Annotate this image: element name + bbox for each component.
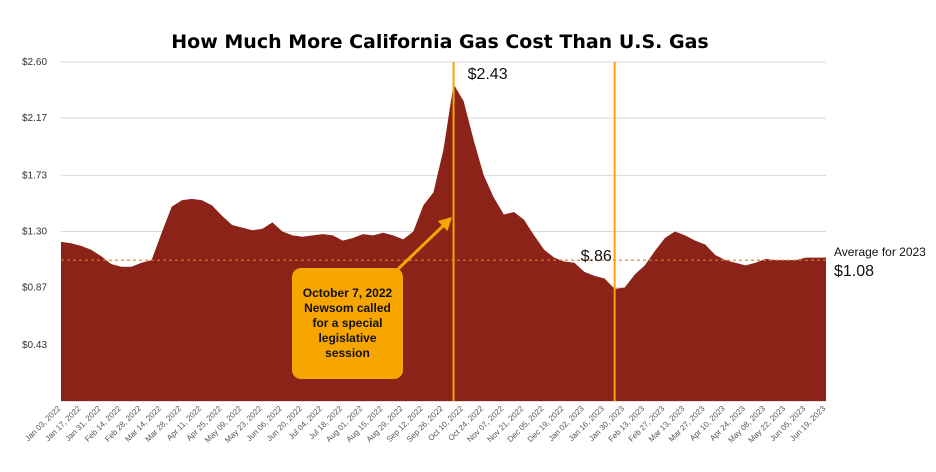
y-tick-label: $2.60 [22, 57, 47, 68]
y-tick-label: $2.17 [22, 113, 47, 124]
peak-label: $2.43 [468, 66, 508, 83]
callout-arrow [393, 221, 448, 274]
y-tick-label: $1.73 [22, 170, 47, 181]
callout-box: October 7, 2022 Newsom called for a spec… [292, 268, 403, 379]
trough-label: $.86 [581, 248, 612, 265]
callout-text: October 7, 2022 Newsom called for a spec… [302, 286, 393, 360]
chart-title: How Much More California Gas Cost Than U… [171, 31, 709, 53]
average-caption: Average for 2023 [834, 245, 926, 259]
y-axis-ticks: $2.60 $2.17 $1.73 $1.30 $0.87 $0.43 [22, 57, 47, 351]
reference-lines [61, 62, 826, 401]
y-tick-label: $0.43 [22, 340, 47, 351]
y-tick-label: $0.87 [22, 283, 47, 294]
series-area [61, 84, 826, 402]
y-tick-label: $1.30 [22, 227, 47, 238]
average-value-label: $1.08 [834, 263, 874, 280]
callout-arrow-head [437, 217, 452, 232]
